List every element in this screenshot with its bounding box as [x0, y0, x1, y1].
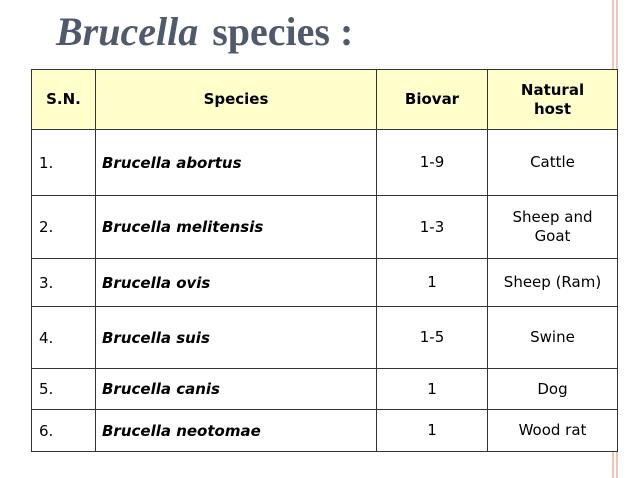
- row-natural-host: Cattle: [487, 129, 618, 196]
- row-sn: 1.: [31, 129, 96, 196]
- row-biovar: 1: [376, 258, 488, 307]
- row-sn: 4.: [31, 306, 96, 369]
- row-sn: 2.: [31, 195, 96, 259]
- title-rest: species :: [212, 9, 354, 54]
- header-species: Species: [95, 69, 377, 130]
- row-natural-host: Wood rat: [487, 409, 618, 452]
- row-sn: 3.: [31, 258, 96, 307]
- row-species-name: Brucella abortus: [95, 129, 377, 196]
- row-species-name: Brucella ovis: [95, 258, 377, 307]
- table-header-row: S.N. Species Biovar Natural host: [31, 69, 618, 130]
- table-row: 2. Brucella melitensis 1-3 Sheep and Goat: [31, 195, 618, 259]
- slide-title: Brucella species :: [56, 6, 353, 58]
- title-genus: Brucella: [56, 9, 199, 54]
- header-sn: S.N.: [31, 69, 96, 130]
- header-host-line2: host: [533, 99, 572, 118]
- row-species-name: Brucella suis: [95, 306, 377, 369]
- brucella-species-table: S.N. Species Biovar Natural host 1. Bruce…: [31, 69, 618, 452]
- row-sn: 5.: [31, 368, 96, 410]
- row-species-name: Brucella canis: [95, 368, 377, 410]
- header-biovar: Biovar: [376, 69, 488, 130]
- row-natural-host: Dog: [487, 368, 618, 410]
- table-row: 3. Brucella ovis 1 Sheep (Ram): [31, 258, 618, 307]
- header-host-line1: Natural: [520, 80, 585, 99]
- table-row: 6. Brucella neotomae 1 Wood rat: [31, 409, 618, 452]
- row-biovar: 1: [376, 368, 488, 410]
- row-biovar: 1: [376, 409, 488, 452]
- table-row: 5. Brucella canis 1 Dog: [31, 368, 618, 410]
- header-natural-host: Natural host: [487, 69, 618, 130]
- row-natural-host: Swine: [487, 306, 618, 369]
- row-sn: 6.: [31, 409, 96, 452]
- row-biovar: 1-9: [376, 129, 488, 196]
- table-row: 4. Brucella suis 1-5 Swine: [31, 306, 618, 369]
- row-biovar: 1-5: [376, 306, 488, 369]
- row-species-name: Brucella neotomae: [95, 409, 377, 452]
- row-biovar: 1-3: [376, 195, 488, 259]
- table-row: 1. Brucella abortus 1-9 Cattle: [31, 129, 618, 196]
- row-natural-host: Sheep (Ram): [487, 258, 618, 307]
- row-natural-host: Sheep and Goat: [487, 195, 618, 259]
- row-species-name: Brucella melitensis: [95, 195, 377, 259]
